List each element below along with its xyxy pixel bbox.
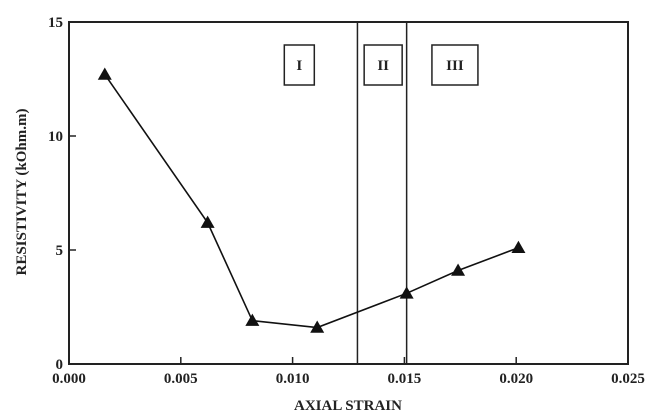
- data-point: [451, 263, 466, 276]
- y-tick-label: 15: [48, 15, 63, 31]
- x-axis-label: AXIAL STRAIN: [294, 398, 402, 414]
- region-label-3: III: [446, 58, 464, 74]
- x-tick-label: 0.015: [388, 371, 422, 387]
- y-tick-label: 10: [48, 129, 63, 145]
- data-point: [200, 215, 215, 228]
- x-tick-label: 0.025: [611, 371, 645, 387]
- x-tick-label: 0.010: [276, 371, 310, 387]
- region-label-2: II: [377, 58, 389, 74]
- y-tick-label: 5: [56, 243, 64, 259]
- region-label-1: I: [296, 58, 302, 74]
- x-tick-label: 0.020: [499, 371, 533, 387]
- region-box-2: [363, 44, 403, 86]
- series-line: [104, 73, 519, 329]
- y-axis-label: RESISTIVITY (kOhm.m): [14, 109, 30, 276]
- x-tick-label: 0.000: [52, 371, 86, 387]
- plot-frame: [68, 21, 629, 365]
- x-tick-label: 0.005: [164, 371, 198, 387]
- data-point: [511, 240, 526, 253]
- data-point: [97, 67, 112, 80]
- data-point: [310, 320, 325, 333]
- data-point: [245, 313, 260, 326]
- region-box-3: [431, 44, 479, 86]
- y-tick-label: 0: [56, 357, 64, 373]
- region-box-1: [283, 44, 316, 86]
- data-point: [399, 286, 414, 299]
